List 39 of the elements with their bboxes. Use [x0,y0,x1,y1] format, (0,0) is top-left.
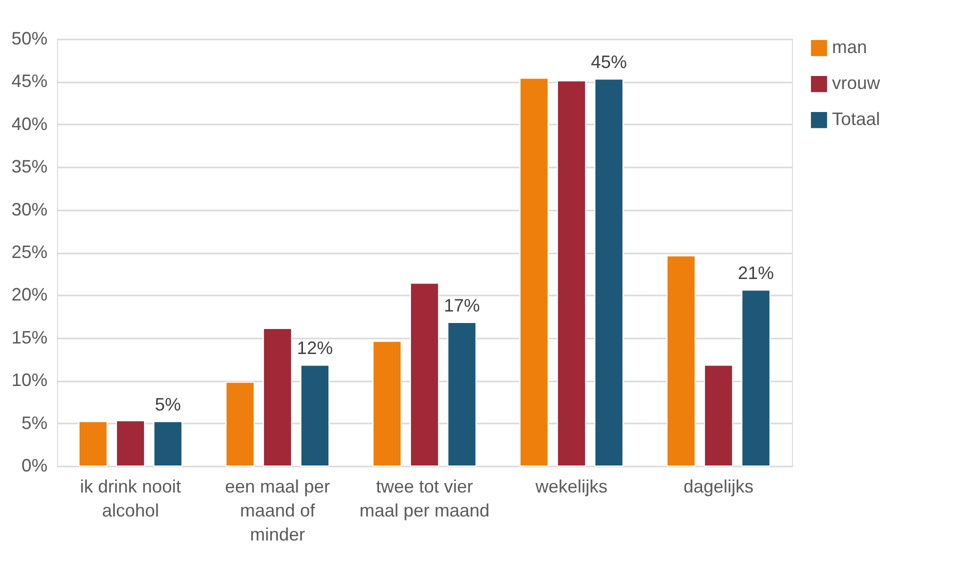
bar [741,290,770,466]
y-tick-label: 15% [11,327,48,348]
x-tick-label: wekelijks [534,476,608,496]
bar [153,421,182,466]
y-tick-label: 0% [21,456,48,476]
x-tick-label: dagelijks [683,476,754,496]
data-label: 17% [444,296,480,316]
y-tick-label: 50% [11,28,48,48]
y-tick-label: 40% [11,114,48,134]
x-tick-label: ik drink nooit alcohol [80,476,182,520]
bar [704,364,734,466]
y-tick-label: 25% [11,242,48,262]
bar [410,282,440,466]
bar [116,420,146,466]
legend-label: Totaal [832,109,880,129]
x-tick-label: een maal per maand of minder [224,476,330,544]
y-tick-label: 10% [11,370,48,390]
y-tick-label: 35% [11,156,48,177]
bar [556,80,586,466]
bar [226,382,255,466]
y-tick-label: 20% [11,284,48,305]
y-tick-label: 30% [11,199,48,220]
data-label: 12% [296,338,333,358]
data-label: 21% [738,263,774,284]
data-label: 45% [590,52,627,72]
legend-label: man [832,37,868,57]
bar [300,364,330,466]
y-tick-label: 5% [21,412,48,433]
bar [447,322,476,466]
legend-label: vrouw [832,73,882,93]
bar [372,340,402,466]
bar [594,78,624,466]
bar [666,255,696,466]
bar [262,328,292,466]
bar [520,78,549,466]
data-label: 5% [154,394,181,415]
bar [78,421,108,466]
x-tick-label: twee tot vier maal per maand [359,476,490,520]
y-tick-label: 45% [11,71,48,92]
